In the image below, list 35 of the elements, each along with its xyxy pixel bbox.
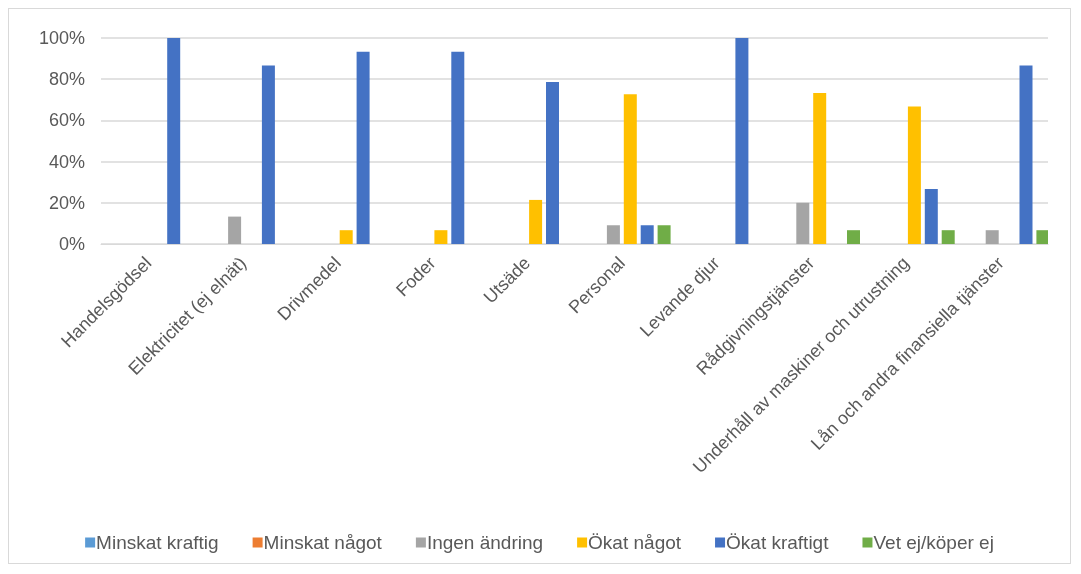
bar xyxy=(606,225,620,244)
bar xyxy=(735,38,749,244)
bar xyxy=(167,38,181,244)
bar xyxy=(261,65,275,244)
bar xyxy=(356,51,370,244)
bar xyxy=(546,82,559,244)
bar xyxy=(813,93,827,244)
bar xyxy=(451,51,465,244)
bar xyxy=(847,230,860,244)
bar xyxy=(1036,230,1048,244)
bar xyxy=(941,230,955,244)
bar xyxy=(907,106,921,244)
bar xyxy=(434,230,448,244)
bar xyxy=(339,230,353,244)
legend-label: Minskat något xyxy=(263,532,383,553)
y-tick-label: 0% xyxy=(58,234,85,254)
y-tick-label: 100% xyxy=(38,28,85,48)
bar xyxy=(796,202,810,244)
bar xyxy=(640,225,654,244)
bar xyxy=(985,230,999,244)
bar xyxy=(228,216,242,244)
bar xyxy=(1019,65,1033,244)
bar xyxy=(529,199,543,244)
bar xyxy=(924,189,938,244)
legend-label: Ingen ändring xyxy=(426,532,544,553)
bar xyxy=(657,225,671,244)
y-tick-label: 80% xyxy=(48,69,85,90)
legend-label: Ökat kraftigt xyxy=(726,532,830,553)
y-tick-label: 20% xyxy=(48,192,85,213)
legend-label: Vet ej/köper ej xyxy=(873,532,994,553)
y-tick-label: 40% xyxy=(48,151,85,172)
y-tick-label: 60% xyxy=(48,110,85,131)
legend-label: Minskat kraftig xyxy=(96,532,219,553)
bar xyxy=(623,94,637,244)
legend-label: Ökat något xyxy=(588,532,682,553)
